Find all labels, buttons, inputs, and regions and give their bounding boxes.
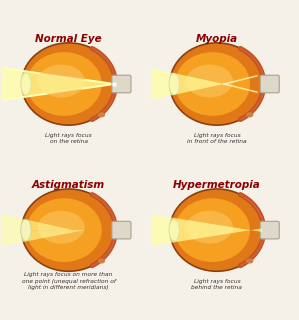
Polygon shape bbox=[1, 230, 85, 246]
Ellipse shape bbox=[22, 43, 115, 125]
Ellipse shape bbox=[21, 73, 31, 95]
Polygon shape bbox=[1, 68, 114, 100]
Text: Normal Eye: Normal Eye bbox=[35, 34, 102, 44]
Ellipse shape bbox=[170, 43, 264, 125]
Ellipse shape bbox=[175, 52, 250, 116]
Ellipse shape bbox=[22, 189, 115, 271]
Ellipse shape bbox=[169, 219, 179, 241]
Ellipse shape bbox=[27, 198, 102, 262]
Text: Light rays focus
behind the retina: Light rays focus behind the retina bbox=[191, 279, 242, 290]
FancyBboxPatch shape bbox=[260, 221, 279, 239]
Ellipse shape bbox=[169, 73, 179, 95]
Ellipse shape bbox=[98, 112, 105, 117]
Polygon shape bbox=[149, 68, 224, 100]
Ellipse shape bbox=[38, 211, 85, 244]
Ellipse shape bbox=[186, 65, 233, 98]
Text: Hypermetropia: Hypermetropia bbox=[173, 180, 261, 190]
Ellipse shape bbox=[27, 52, 102, 116]
Text: Light rays focus
in front of the retina: Light rays focus in front of the retina bbox=[187, 132, 247, 144]
FancyBboxPatch shape bbox=[112, 75, 131, 93]
Text: Myopia: Myopia bbox=[196, 34, 238, 44]
FancyBboxPatch shape bbox=[112, 221, 131, 239]
FancyBboxPatch shape bbox=[260, 75, 279, 93]
Ellipse shape bbox=[98, 259, 105, 264]
Polygon shape bbox=[149, 214, 262, 246]
Polygon shape bbox=[1, 214, 73, 230]
Ellipse shape bbox=[246, 112, 253, 117]
Text: Light rays focus
on the retina: Light rays focus on the retina bbox=[45, 132, 92, 144]
Ellipse shape bbox=[246, 259, 253, 264]
Ellipse shape bbox=[175, 198, 250, 262]
Ellipse shape bbox=[186, 211, 233, 244]
Text: Light rays focus on more than
one point (unequal refraction of
light in differen: Light rays focus on more than one point … bbox=[22, 272, 115, 290]
Text: Astigmatism: Astigmatism bbox=[32, 180, 105, 190]
Ellipse shape bbox=[21, 219, 31, 241]
Ellipse shape bbox=[170, 189, 264, 271]
Ellipse shape bbox=[38, 65, 85, 98]
